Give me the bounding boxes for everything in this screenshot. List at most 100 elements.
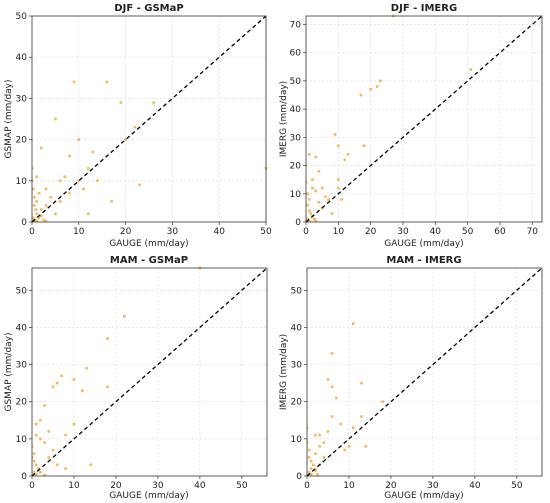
y-axis-label: IMERG (mm/day) <box>279 334 289 410</box>
data-point <box>306 203 309 207</box>
data-point <box>40 214 43 218</box>
data-point <box>35 219 38 222</box>
data-point <box>110 200 113 203</box>
y-tick-label: 10 <box>16 177 28 187</box>
panel-title: DJF - IMERG <box>391 3 457 14</box>
data-point <box>58 179 62 183</box>
y-tick-label: 40 <box>290 105 302 115</box>
data-point <box>306 181 308 184</box>
data-point <box>77 138 81 141</box>
data-point <box>369 88 372 91</box>
data-point <box>72 80 76 84</box>
data-point <box>309 467 313 470</box>
data-point <box>360 381 363 385</box>
panel-mam-gsmap: MAM - GSMaP GAUGE (mm/day) GSMAP (mm/day… <box>4 255 268 501</box>
x-tick-label: 30 <box>167 227 179 237</box>
plot-frame <box>31 15 267 223</box>
data-point <box>343 158 347 162</box>
data-point <box>364 444 368 448</box>
y-tick-label: 40 <box>16 323 28 333</box>
data-point <box>381 400 384 404</box>
data-point <box>322 456 326 459</box>
data-point <box>335 396 338 400</box>
data-point <box>63 175 67 178</box>
data-point <box>133 125 137 129</box>
data-point <box>307 219 311 222</box>
data-point <box>43 441 46 444</box>
data-point <box>43 404 46 407</box>
data-point <box>306 217 309 221</box>
scatter-points <box>307 322 384 476</box>
data-point <box>314 155 317 159</box>
data-point <box>85 366 88 370</box>
data-point <box>96 179 99 183</box>
one-to-one-line <box>31 267 268 477</box>
data-point <box>307 209 311 213</box>
data-point <box>106 337 109 340</box>
x-tick-label: 40 <box>430 227 442 237</box>
data-point <box>35 175 38 178</box>
x-axis-label: GAUGE (mm/day) <box>109 239 188 249</box>
x-tick-label: 50 <box>260 227 272 237</box>
y-tick-label: 60 <box>290 49 302 59</box>
data-point <box>37 216 41 220</box>
data-point <box>306 164 308 167</box>
x-tick-label: 50 <box>236 481 248 491</box>
data-point <box>35 200 38 203</box>
x-tick-label: 20 <box>110 481 122 491</box>
data-point <box>311 463 315 467</box>
data-point <box>351 322 355 326</box>
data-point <box>314 452 317 456</box>
data-point <box>89 463 93 467</box>
data-point <box>34 463 38 467</box>
x-tick-label: 30 <box>397 227 409 237</box>
data-point <box>82 187 85 191</box>
x-axis-label: GAUGE (mm/day) <box>384 239 463 249</box>
data-point <box>359 93 363 97</box>
data-point <box>379 79 382 83</box>
x-tick-label: 20 <box>385 481 397 491</box>
scatter-points <box>32 80 268 222</box>
x-axis-label: GAUGE (mm/day) <box>384 491 463 501</box>
data-point <box>36 467 40 470</box>
x-tick-label: 30 <box>427 481 439 491</box>
one-to-one-line <box>306 267 543 477</box>
data-point <box>343 448 347 452</box>
data-point <box>51 385 55 389</box>
data-point <box>91 150 95 154</box>
data-point <box>309 459 313 463</box>
data-point <box>54 117 57 121</box>
data-point <box>44 204 48 207</box>
data-point <box>333 133 337 136</box>
data-point <box>33 195 36 199</box>
x-tick-label: 60 <box>494 227 506 237</box>
data-point <box>314 219 317 222</box>
data-point <box>37 191 41 195</box>
data-point <box>138 183 141 187</box>
data-point <box>34 433 38 437</box>
data-point <box>32 470 36 474</box>
data-point <box>314 469 317 472</box>
y-axis-label: GSMAP (mm/day) <box>4 79 14 158</box>
data-point <box>105 80 109 84</box>
x-tick-label: 40 <box>469 481 481 491</box>
y-tick-label: 30 <box>16 361 28 371</box>
data-point <box>34 472 38 476</box>
data-point <box>326 378 330 381</box>
plot-frame <box>31 267 268 477</box>
y-tick-label: 30 <box>290 133 302 143</box>
y-tick-label: 30 <box>16 94 28 104</box>
x-tick-label: 0 <box>303 227 309 237</box>
data-point <box>51 448 55 452</box>
x-axis-label: GAUGE (mm/day) <box>109 491 188 501</box>
data-point <box>309 212 313 215</box>
data-point <box>58 200 62 203</box>
scatter-points <box>32 266 202 476</box>
data-point <box>44 187 48 191</box>
data-point <box>32 459 36 463</box>
data-point <box>307 448 311 452</box>
data-point <box>47 430 51 433</box>
panel-title: DJF - GSMaP <box>114 3 183 14</box>
data-point <box>346 152 350 156</box>
data-point <box>307 456 311 459</box>
